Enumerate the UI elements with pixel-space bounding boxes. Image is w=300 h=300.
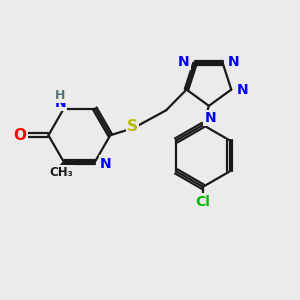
- Text: CH₃: CH₃: [49, 166, 73, 179]
- Text: S: S: [127, 119, 138, 134]
- Text: Cl: Cl: [196, 194, 210, 208]
- Text: N: N: [100, 157, 112, 170]
- Text: N: N: [237, 82, 248, 97]
- Text: O: O: [14, 128, 26, 143]
- Text: N: N: [228, 55, 240, 69]
- Text: N: N: [205, 111, 216, 125]
- Text: H: H: [55, 89, 65, 102]
- Text: N: N: [55, 96, 66, 110]
- Text: N: N: [178, 55, 190, 69]
